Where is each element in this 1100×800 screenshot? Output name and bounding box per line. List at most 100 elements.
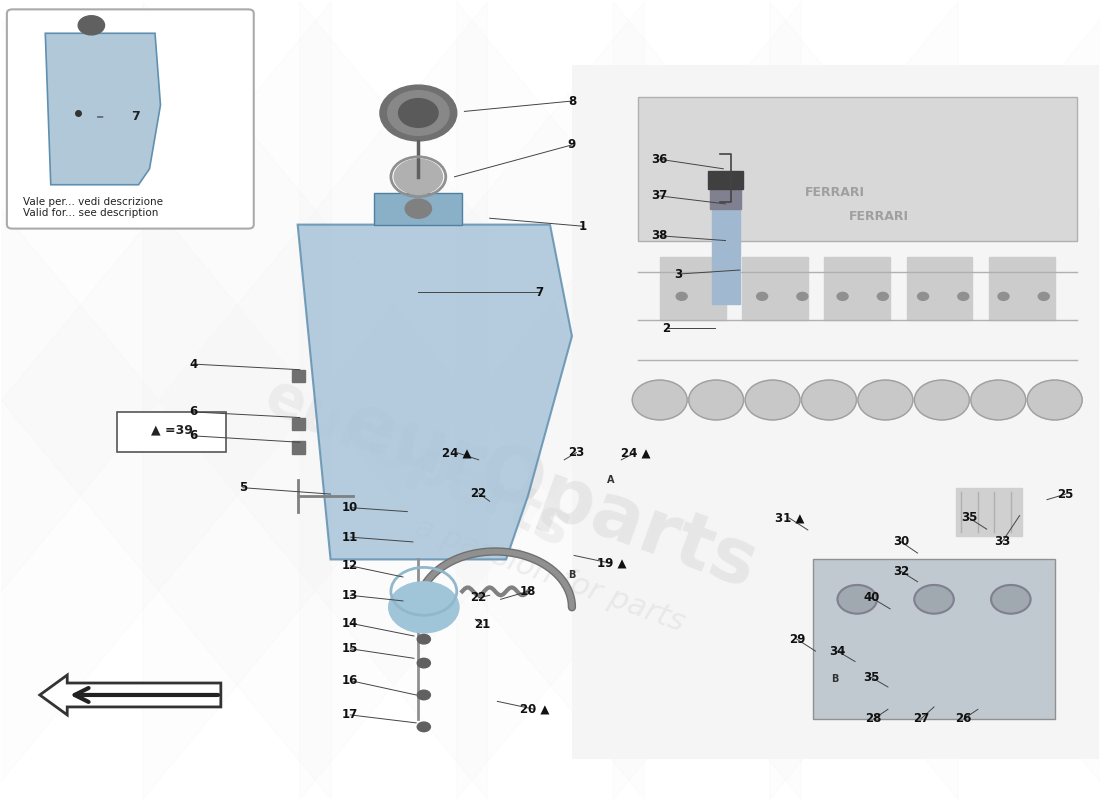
Text: 21: 21 — [474, 618, 491, 631]
Text: 28: 28 — [866, 712, 882, 726]
Text: 23: 23 — [569, 446, 584, 459]
Circle shape — [745, 380, 800, 420]
Circle shape — [1027, 380, 1082, 420]
Circle shape — [837, 585, 877, 614]
Text: 16: 16 — [342, 674, 359, 687]
Text: 3: 3 — [674, 267, 682, 281]
Text: a passion for parts: a passion for parts — [411, 513, 689, 638]
Text: 40: 40 — [864, 591, 880, 604]
Text: 29: 29 — [789, 633, 805, 646]
Polygon shape — [374, 193, 462, 225]
Text: 35: 35 — [961, 511, 977, 525]
Text: 10: 10 — [342, 501, 359, 514]
Text: 5: 5 — [239, 481, 246, 494]
Bar — [989, 257, 1055, 320]
Circle shape — [417, 634, 430, 644]
Circle shape — [676, 292, 688, 300]
Circle shape — [394, 159, 442, 194]
Circle shape — [417, 722, 430, 732]
Text: 36: 36 — [651, 153, 668, 166]
Bar — [824, 257, 890, 320]
Text: 6: 6 — [189, 406, 198, 418]
Circle shape — [991, 585, 1031, 614]
Circle shape — [858, 380, 913, 420]
Bar — [956, 488, 1022, 535]
Text: 24 ▲: 24 ▲ — [620, 446, 650, 459]
Circle shape — [878, 292, 889, 300]
Text: 32: 32 — [893, 565, 910, 578]
Circle shape — [379, 85, 456, 141]
Text: 27: 27 — [913, 712, 930, 726]
Text: 22: 22 — [471, 486, 487, 500]
Text: FERRARI: FERRARI — [849, 210, 910, 223]
Text: 12: 12 — [342, 559, 359, 572]
Text: 15: 15 — [342, 642, 359, 655]
Text: 18: 18 — [520, 585, 536, 598]
Circle shape — [917, 292, 928, 300]
Text: 17: 17 — [342, 709, 359, 722]
Bar — [660, 257, 726, 320]
Bar — [713, 209, 740, 304]
Text: ▲ =39: ▲ =39 — [151, 424, 192, 437]
Bar — [293, 442, 306, 454]
Text: 8: 8 — [568, 94, 576, 107]
Text: 9: 9 — [568, 138, 576, 151]
Text: 25: 25 — [1057, 487, 1074, 501]
Circle shape — [1038, 292, 1049, 300]
Text: 33: 33 — [994, 535, 1010, 549]
Text: 19 ▲: 19 ▲ — [596, 557, 626, 570]
Text: Vale per... vedi descrizione
Valid for... see description: Vale per... vedi descrizione Valid for..… — [23, 197, 163, 218]
Circle shape — [958, 292, 969, 300]
Text: 7: 7 — [131, 110, 140, 123]
Text: 22: 22 — [471, 591, 487, 604]
Text: 24 ▲: 24 ▲ — [442, 446, 472, 459]
Bar — [906, 257, 972, 320]
Text: 20 ▲: 20 ▲ — [520, 703, 549, 716]
Circle shape — [398, 98, 438, 127]
Bar — [293, 370, 306, 382]
Circle shape — [796, 292, 807, 300]
Text: 14: 14 — [342, 617, 359, 630]
Bar — [711, 189, 741, 209]
Circle shape — [971, 380, 1025, 420]
FancyArrow shape — [40, 675, 221, 715]
Text: 13: 13 — [342, 589, 359, 602]
Text: FERRARI: FERRARI — [805, 186, 866, 199]
Text: 35: 35 — [864, 671, 880, 684]
Polygon shape — [298, 225, 572, 559]
Polygon shape — [45, 34, 161, 185]
Circle shape — [417, 690, 430, 700]
Text: eurOparts: eurOparts — [256, 368, 581, 560]
Circle shape — [998, 292, 1009, 300]
Polygon shape — [572, 65, 1099, 758]
Circle shape — [716, 292, 727, 300]
Text: 11: 11 — [342, 530, 359, 544]
FancyBboxPatch shape — [7, 10, 254, 229]
Circle shape — [78, 16, 104, 35]
Text: eurOparts: eurOparts — [333, 386, 767, 605]
Bar — [708, 171, 744, 189]
Circle shape — [757, 292, 768, 300]
Text: 34: 34 — [829, 645, 846, 658]
Circle shape — [914, 380, 969, 420]
Text: 31 ▲: 31 ▲ — [774, 511, 804, 525]
Text: 6: 6 — [189, 430, 198, 442]
Circle shape — [388, 582, 459, 633]
Text: B: B — [569, 570, 575, 580]
Circle shape — [689, 380, 744, 420]
Circle shape — [405, 199, 431, 218]
Bar — [742, 257, 807, 320]
Text: 7: 7 — [535, 286, 543, 299]
Text: 4: 4 — [189, 358, 198, 370]
Circle shape — [387, 90, 449, 135]
Circle shape — [417, 658, 430, 668]
Text: 2: 2 — [662, 322, 670, 334]
Polygon shape — [638, 97, 1077, 241]
Text: 38: 38 — [651, 230, 668, 242]
Circle shape — [802, 380, 857, 420]
Text: B: B — [832, 674, 839, 684]
Polygon shape — [813, 559, 1055, 719]
Text: A: A — [606, 474, 614, 485]
Text: 1: 1 — [579, 220, 587, 233]
Circle shape — [914, 585, 954, 614]
